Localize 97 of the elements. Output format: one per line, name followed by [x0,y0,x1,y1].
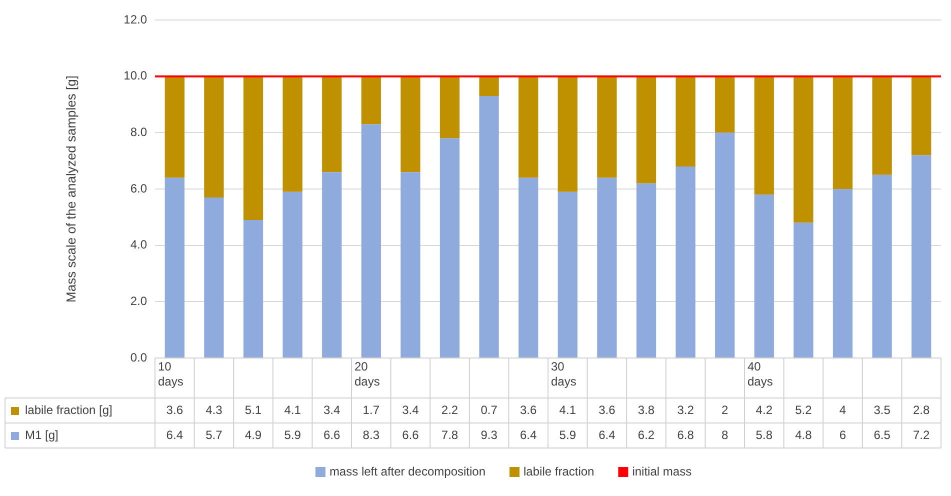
x-tick-label: 10 days [158,359,184,388]
data-label: 4.1 [284,402,302,417]
bar [597,178,617,358]
x-tick-label: 20 days [354,359,380,388]
data-label: 2.2 [441,402,458,417]
bar [322,76,342,172]
bar [794,222,814,358]
bar [676,166,696,358]
bar [400,76,420,172]
legend-label: initial mass [632,464,692,478]
data-label: 6.4 [166,428,184,442]
data-label: 5.1 [244,402,262,417]
bar [282,192,302,358]
bar [872,174,892,358]
y-tick-label: 0.0 [130,350,148,364]
bar [872,76,892,175]
text: labile fraction [g] [25,402,112,417]
bar [597,76,617,178]
data-label: 6.6 [324,428,341,442]
data-label: 5.7 [206,428,223,442]
bar [518,76,538,178]
data-label: 6.2 [638,428,655,442]
bar [558,76,578,192]
data-label: 4.9 [244,428,262,442]
data-label: 4.3 [206,402,223,417]
bar [715,76,735,133]
data-label: 5.9 [559,428,576,442]
data-label: 1.7 [362,402,380,417]
data-label: 6.6 [402,428,420,442]
bar [204,197,224,358]
bar [361,76,381,124]
legend-label: labile fraction [524,464,594,478]
data-label: 6.4 [520,428,538,442]
bar [440,138,460,358]
y-tick-label: 4.0 [130,238,148,252]
data-label: 3.4 [324,402,341,417]
data-label: 4.8 [795,428,812,442]
data-label: 5.9 [284,428,302,442]
bar [164,76,184,178]
x-tick-label: 30 days [551,359,576,388]
bar [754,194,774,358]
bar [479,76,499,96]
data-label: 7.2 [913,428,930,442]
bar [243,76,264,220]
data-label: 3.6 [166,402,184,417]
bar [361,124,381,358]
bar [440,76,460,138]
y-tick-label: 8.0 [130,124,148,139]
data-label: 0.7 [480,402,498,417]
bar [715,132,735,358]
data-label: 4.2 [756,402,773,417]
data-label: 6.8 [677,428,694,442]
y-tick-label: 10.0 [124,68,148,83]
bar [754,76,774,195]
bar [204,76,224,198]
bar [912,76,932,156]
data-label: 6.4 [598,428,616,442]
bar [479,96,499,358]
bar [676,76,696,166]
bar [794,76,814,223]
data-label: 3.5 [874,402,891,417]
y-axis-title: Mass scale of the analyzed samples [g] [63,76,78,302]
bar [912,155,932,358]
data-label: 8.3 [362,428,380,442]
bar [832,189,853,358]
legend-label: mass left after decomposition [329,464,486,478]
data-label: 9.3 [480,428,498,442]
data-label: 3.2 [677,402,694,417]
data-label: 3.6 [598,402,616,417]
data-label: 8 [722,428,729,442]
data-label: 2.8 [913,402,930,417]
data-label: 5.2 [795,402,812,417]
y-tick-label: 2.0 [130,294,148,308]
data-label: 7.8 [441,428,458,442]
data-label: 2 [722,402,729,417]
x-tick-label: 40 days [748,359,773,388]
bar [558,192,578,358]
bar [322,172,342,358]
bar [282,76,302,192]
data-label: 3.8 [638,402,655,417]
data-label: 4 [839,402,846,417]
data-label: 4.1 [559,402,576,417]
bar [164,178,184,358]
data-label: 5.8 [756,428,773,442]
bar [243,220,264,358]
text: M1 [g] [25,428,58,442]
bar [636,183,656,358]
y-tick-label: 12.0 [124,12,148,26]
bar [400,172,420,358]
data-label: 6.5 [874,428,891,442]
bar [518,178,538,358]
y-tick-label: 6.0 [130,181,148,196]
bar [636,76,656,184]
data-label: 3.4 [402,402,420,417]
data-label: 3.6 [520,402,538,417]
bar [832,76,853,189]
data-label: 6 [839,428,846,442]
